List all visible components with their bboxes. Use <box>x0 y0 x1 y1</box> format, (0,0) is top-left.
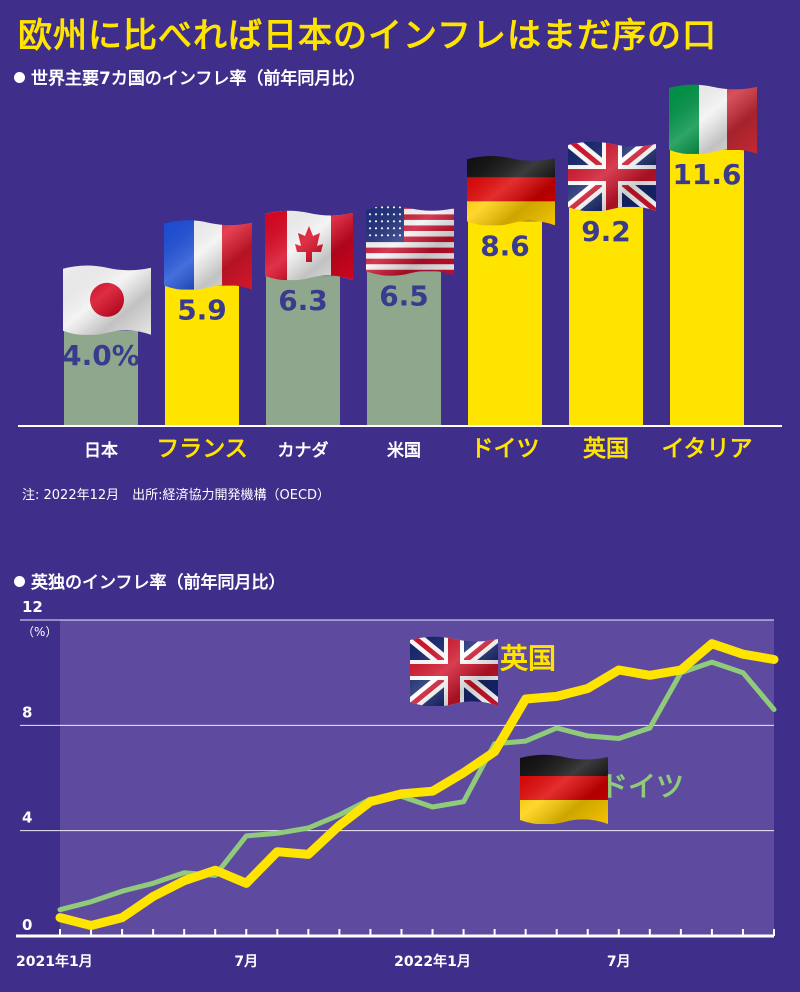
x-tick-label: 7月 <box>234 954 258 970</box>
series-line <box>55 639 779 930</box>
value-label: 4.0% <box>62 339 140 372</box>
unit-label: （%） <box>22 625 57 639</box>
source-note: 注: 2022年12月 出所:経済協力開発機構（OECD） <box>22 488 331 503</box>
value-label: 11.6 <box>672 158 741 191</box>
x-tick-label: 2022年1月 <box>394 953 471 970</box>
category-label: 英国 <box>583 435 629 462</box>
bar-chart: 4.0% 5.9 6.3 6.5 8.6 9.2 11.6 日本 フランス カナダ 米国 ドイツ 英国… <box>14 84 792 462</box>
bar-france <box>165 285 239 426</box>
bar-chart-title-text: 世界主要7カ国のインフレ率（前年同月比） <box>31 69 366 89</box>
bullet-dot <box>14 576 25 587</box>
series-line <box>57 659 777 913</box>
bar-chart-title: 世界主要7カ国のインフレ率（前年同月比） <box>14 64 365 89</box>
uk-flag <box>410 636 498 707</box>
category-label: フランス <box>156 436 248 462</box>
value-label: 9.2 <box>581 215 631 248</box>
series-label-uk: 英国 <box>500 642 556 675</box>
canada-flag <box>265 210 353 281</box>
category-label: 米国 <box>387 440 421 461</box>
x-tick-label: 2021年1月 <box>16 953 93 970</box>
uk-flag <box>568 141 656 212</box>
bar-usa <box>367 271 441 426</box>
category-label: カナダ <box>278 440 329 461</box>
category-label: ドイツ <box>471 436 540 462</box>
value-label: 6.5 <box>379 279 429 312</box>
bullet-dot <box>14 72 25 83</box>
value-label: 5.9 <box>177 294 227 327</box>
bar-germany <box>468 221 542 426</box>
usa-flag <box>366 206 454 276</box>
value-label: 8.6 <box>480 229 530 262</box>
page-title: 欧州に比べれば日本のインフレはまだ序の口 <box>18 16 717 56</box>
bar-japan <box>64 330 138 426</box>
y-tick-label: 0 <box>22 916 32 934</box>
bar-canada <box>266 276 340 426</box>
line-chart-title-text: 英独のインフレ率（前年同月比） <box>31 573 286 593</box>
france-flag <box>164 220 252 290</box>
value-label: 6.3 <box>278 284 328 317</box>
category-label: イタリア <box>661 436 752 462</box>
japan-flag <box>63 265 151 335</box>
germany-flag <box>520 754 608 824</box>
y-tick-label: 4 <box>22 809 32 827</box>
bar-uk <box>569 207 643 426</box>
category-label: 日本 <box>84 440 118 461</box>
italy-flag <box>669 84 757 154</box>
x-tick-label: 7月 <box>607 954 631 970</box>
bar-italy <box>670 149 744 427</box>
y-tick-label: 8 <box>22 703 32 721</box>
germany-flag <box>467 156 555 226</box>
line-chart-title: 英独のインフレ率（前年同月比） <box>14 568 286 593</box>
y-tick-label: 12 <box>22 598 43 616</box>
series-label-germany: ドイツ <box>600 770 684 803</box>
